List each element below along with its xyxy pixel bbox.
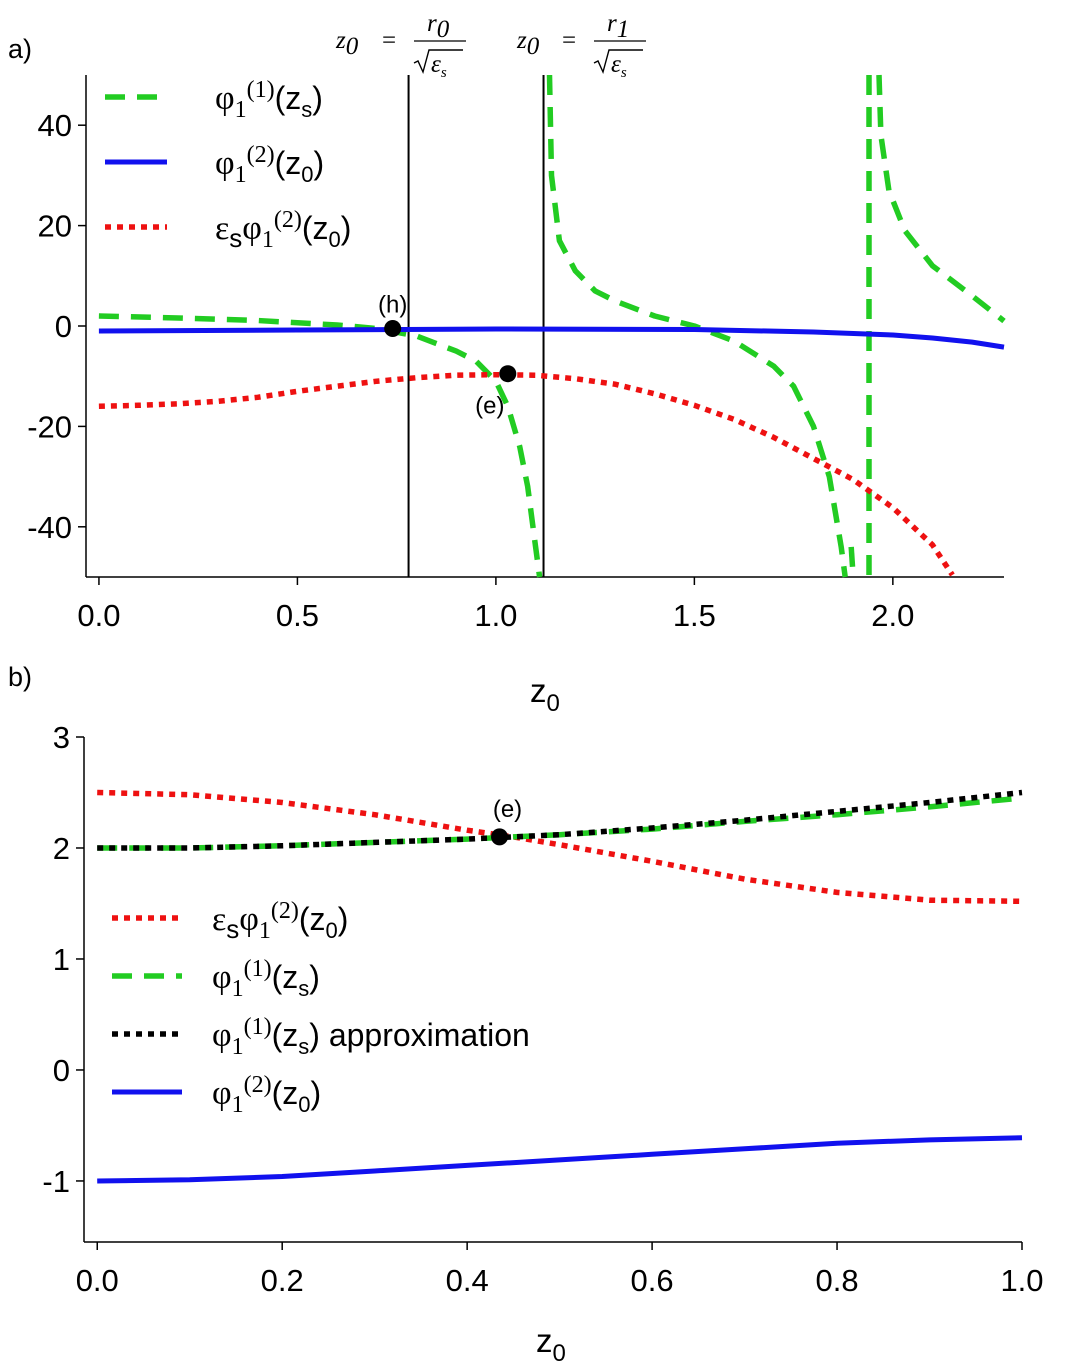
chart-b-legend-label: φ1(1)(zs) approximation (212, 1014, 530, 1060)
annot-r1-eq: = (562, 27, 576, 54)
chart-a-series-eps-phi1-2-z0 (98, 371, 955, 577)
chart-a-legend-label: φ1(2)(z0) (215, 142, 324, 188)
chart-a-legend-label: φ1(1)(zs) (215, 77, 323, 123)
chart-a-y-tick-label: 0 (55, 309, 72, 344)
chart-a-series-phi1-2-z0 (98, 326, 1005, 350)
chart-b-y-tick-label: 2 (53, 831, 70, 866)
chart-b-point-marker (491, 828, 509, 846)
annotation-r1-over-sqrt-eps: z0 = r1 εs (516, 10, 646, 81)
chart-a-x-tick-label: 0.0 (77, 598, 120, 633)
chart-a-y-tick-label: -20 (27, 409, 72, 444)
annot-r0-num: r0 (427, 10, 450, 43)
annot-r0-sqrt-sign (413, 49, 463, 75)
chart-b-legend-label: εsφ1(2)(z0) (212, 898, 348, 944)
chart-a-series-phi1-1-zs (848, 546, 856, 578)
chart-a-x-tick-label: 2.0 (871, 598, 914, 633)
chart-b-x-tick-label: 0.6 (631, 1263, 674, 1298)
annot-r1-den: εs (611, 51, 627, 81)
chart-a-y-tick-label: 20 (38, 209, 72, 244)
chart-a-point-label: (e) (475, 393, 504, 420)
chart-b-y-tick-label: -1 (42, 1164, 70, 1199)
annot-r1-sqrt-sign (593, 49, 643, 75)
chart-a-y-tick-label: 40 (38, 108, 72, 143)
chart-a: a) z0 40 20 0 -20 -40 0.0 0.5 1.0 1.5 2.0 (h) (e)… (8, 34, 1006, 717)
chart-b-series-phi1-1-zs (97, 795, 1023, 851)
chart-b-x-tick-label: 0.0 (76, 1263, 119, 1298)
chart-a-x-tick-label: 1.0 (474, 598, 517, 633)
annotation-r0-over-sqrt-eps: z0 = r0 εs (335, 10, 466, 81)
chart-a-series-phi1-1-zs (546, 74, 848, 578)
chart-a-point-label: (h) (378, 292, 407, 319)
chart-a-series-phi1-1-zs (876, 74, 1006, 324)
chart-b-x-tick-label: 0.8 (815, 1263, 858, 1298)
chart-b-series-phi1-2-z0 (97, 1135, 1023, 1184)
chart-b-x-tick-label: 1.0 (1000, 1263, 1043, 1298)
annot-r1-lhs: z0 (516, 27, 540, 60)
annot-r0-lhs: z0 (335, 27, 359, 60)
chart-b-y-tick-label: 3 (53, 720, 70, 755)
chart-a-x-tick-label: 0.5 (276, 598, 319, 633)
chart-b-point-label: (e) (493, 796, 522, 823)
annot-r0-den: εs (431, 51, 447, 81)
chart-a-y-tick-label: -40 (27, 510, 72, 545)
annot-r1-num: r1 (607, 10, 629, 43)
chart-a-point-marker (384, 320, 402, 338)
chart-a-series-phi1-1-zs (98, 313, 543, 578)
chart-b-y-tick-label: 0 (53, 1053, 70, 1088)
chart-a-legend-label: εsφ1(2)(z0) (215, 207, 351, 253)
chart-a-x-label: z0 (530, 672, 560, 717)
chart-b-y-tick-label: 1 (53, 942, 70, 977)
chart-b-legend-label: φ1(1)(zs) (212, 956, 320, 1002)
chart-b-panel-label: b) (8, 662, 32, 692)
chart-a-panel-label: a) (8, 34, 32, 64)
chart-a-point-marker (499, 365, 517, 383)
chart-b-series-eps-phi1-2-z0 (97, 789, 1023, 905)
annot-r0-eq: = (382, 27, 396, 54)
chart-a-x-tick-label: 1.5 (673, 598, 716, 633)
chart-b-x-tick-label: 0.2 (261, 1263, 304, 1298)
chart-b: b) z0 3 2 1 0 -1 0.0 0.2 0.4 0.6 0.8 1.0 (e) εsφ1… (8, 662, 1044, 1367)
chart-b-x-label: z0 (536, 1322, 566, 1367)
chart-b-x-tick-label: 0.4 (446, 1263, 489, 1298)
chart-b-legend-label: φ1(2)(z0) (212, 1072, 321, 1118)
chart-b-series-phi1-1-zs-approx (97, 789, 1023, 851)
